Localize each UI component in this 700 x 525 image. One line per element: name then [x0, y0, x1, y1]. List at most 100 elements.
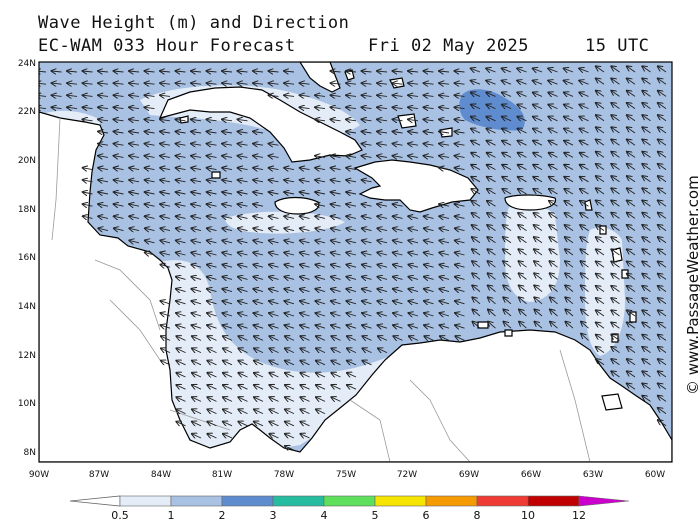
wave-arrow	[191, 71, 202, 72]
wave-arrow	[535, 322, 543, 329]
wave-arrow	[315, 216, 326, 218]
wave-arrow	[455, 301, 465, 304]
wave-arrow	[331, 83, 341, 84]
wave-arrow	[223, 336, 233, 340]
wave-arrow	[362, 289, 372, 292]
wave-arrow	[471, 81, 481, 85]
wave-arrow	[176, 71, 186, 72]
wave-arrow	[346, 253, 357, 256]
wave-arrow	[642, 237, 651, 244]
wave-arrow	[98, 71, 109, 72]
wave-arrow	[642, 225, 651, 231]
wave-arrow	[191, 144, 202, 146]
wave-arrow	[222, 289, 233, 292]
wave-arrow	[269, 422, 279, 426]
wave-arrow	[315, 253, 326, 256]
wave-arrow	[503, 285, 512, 292]
wave-arrow	[611, 225, 620, 231]
wave-arrow	[439, 107, 450, 108]
forecast-time: 15 UTC	[585, 36, 650, 56]
wave-arrow	[207, 204, 217, 206]
wave-arrow	[642, 335, 651, 341]
wave-arrow	[284, 216, 295, 218]
wave-arrow	[503, 297, 512, 305]
wave-arrow	[98, 180, 109, 182]
wave-arrow	[596, 66, 605, 73]
wave-arrow	[455, 107, 465, 108]
wave-arrow	[518, 165, 527, 170]
wave-arrow	[658, 91, 667, 97]
wave-arrow	[580, 165, 589, 170]
wave-arrow	[564, 189, 574, 195]
wave-arrow	[658, 103, 667, 109]
wave-arrow	[315, 95, 326, 96]
wave-arrow	[502, 165, 512, 170]
wave-arrow	[627, 237, 636, 244]
cuba-land	[158, 86, 363, 163]
wave-arrow	[269, 289, 279, 292]
wave-arrow	[393, 107, 403, 108]
wave-arrow	[331, 289, 341, 292]
wave-arrow	[487, 237, 496, 244]
wave-arrow	[642, 262, 651, 268]
wave-arrow	[176, 83, 186, 84]
wave-arrow	[642, 310, 651, 317]
wave-arrow	[519, 322, 527, 329]
wave-arrow	[284, 192, 295, 194]
wave-arrow	[596, 91, 605, 97]
wave-arrow	[300, 192, 310, 194]
wave-arrow	[98, 192, 109, 194]
lon-label: 69W	[459, 470, 479, 480]
wave-arrow	[472, 273, 481, 280]
wave-arrow	[238, 313, 248, 316]
wave-arrow	[550, 285, 558, 292]
wave-arrow	[284, 71, 295, 72]
wave-arrow	[627, 310, 636, 317]
wave-arrow	[331, 265, 341, 268]
latitude-labels: 24N 22N 20N 18N 16N 14N 12N 10N 8N	[18, 59, 36, 458]
wave-arrow	[455, 253, 465, 256]
wave-arrow	[315, 192, 326, 194]
wave-arrow	[192, 434, 202, 438]
wave-arrow	[238, 83, 248, 84]
wave-arrow	[331, 95, 341, 96]
wave-arrow	[300, 409, 310, 413]
wave-arrow	[238, 289, 248, 292]
wave-arrow	[331, 71, 341, 72]
wave-arrow	[238, 216, 248, 218]
map-title: Wave Height (m) and Direction	[38, 13, 350, 33]
wave-arrow	[534, 225, 543, 231]
wave-arrow	[503, 273, 512, 280]
wave-arrow	[393, 204, 403, 206]
wave-arrow	[300, 289, 310, 292]
wave-arrow	[331, 204, 341, 206]
wave-arrow	[269, 277, 279, 280]
wave-arrow	[207, 168, 217, 170]
wave-arrow	[519, 273, 527, 280]
wave-arrow	[114, 132, 124, 134]
wave-arrow	[114, 192, 124, 194]
wave-arrow	[377, 228, 388, 230]
wave-arrow	[473, 322, 481, 329]
wave-arrow	[377, 132, 388, 134]
wave-arrow	[439, 144, 450, 146]
wave-arrow	[439, 277, 450, 280]
wave-arrow	[627, 335, 636, 341]
wave-arrow	[284, 228, 295, 230]
wave-arrow	[284, 180, 295, 182]
wave-arrow	[658, 335, 667, 341]
wave-arrow	[627, 91, 636, 97]
wave-arrow	[98, 95, 109, 96]
wave-arrow	[642, 164, 651, 170]
wave-arrow	[518, 213, 527, 219]
wave-arrow	[222, 253, 233, 256]
wave-arrow	[145, 240, 155, 242]
wave-arrow	[534, 310, 543, 317]
wave-arrow	[67, 71, 78, 72]
wave-arrow	[238, 156, 248, 158]
legend-tick-label: 4	[321, 509, 328, 522]
wave-arrow	[408, 71, 419, 72]
wave-arrow	[160, 301, 171, 304]
wave-arrow	[207, 348, 217, 352]
